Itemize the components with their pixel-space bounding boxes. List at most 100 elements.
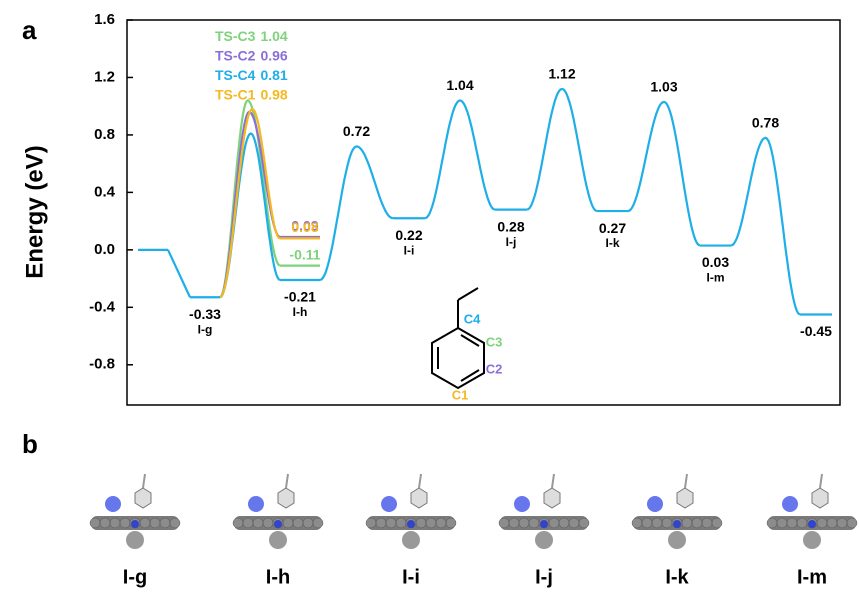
atom: [313, 518, 323, 528]
atom: [263, 518, 273, 528]
adsorbate-chain: [419, 474, 421, 488]
cluster: [105, 496, 121, 512]
substrate: [535, 531, 553, 549]
atom: [170, 518, 180, 528]
ethyl-bond: [458, 288, 478, 300]
atom: [436, 518, 446, 528]
state-value-label: 0.27: [599, 220, 626, 236]
structure-label: I-k: [665, 566, 689, 588]
atom: [140, 518, 150, 528]
legend-value: 0.81: [260, 67, 287, 83]
atom: [712, 518, 722, 528]
atom: [90, 518, 100, 528]
atom: [376, 518, 386, 528]
y-tick-label: 0.8: [94, 126, 115, 143]
connector: [168, 250, 190, 297]
y-tick-label: 1.2: [94, 68, 115, 85]
y-axis-label: Energy (eV): [21, 145, 48, 278]
cluster: [248, 496, 264, 512]
structure-model: [366, 474, 456, 549]
adsorbate: [135, 488, 151, 508]
metal-atom: [131, 520, 139, 528]
panel-label: b: [22, 429, 38, 459]
legend-name: TS-C3: [215, 28, 256, 44]
atom: [396, 518, 406, 528]
state-name-label: I-k: [605, 236, 619, 250]
atom: [253, 518, 263, 528]
atom: [303, 518, 313, 528]
atom: [499, 518, 509, 528]
atom: [692, 518, 702, 528]
substrate: [402, 531, 420, 549]
structure-model: [233, 474, 323, 549]
ts-curve: [220, 109, 280, 297]
ring-label: C3: [486, 334, 503, 349]
atom: [243, 518, 253, 528]
ring-label: C4: [464, 311, 481, 326]
y-tick-label: 0.0: [94, 241, 115, 258]
atom: [702, 518, 712, 528]
atom: [160, 518, 170, 528]
atom: [366, 518, 376, 528]
atom: [293, 518, 303, 528]
state-value-label: -0.21: [284, 289, 316, 305]
substrate: [803, 531, 821, 549]
legend-name: TS-C1: [215, 86, 256, 102]
barrier-curve: [628, 102, 700, 246]
metal-atom: [274, 520, 282, 528]
state-value-label: 0.22: [395, 227, 422, 243]
structure-model: [632, 474, 722, 549]
atom: [110, 518, 120, 528]
substrate: [126, 531, 144, 549]
structure-label: I-i: [402, 566, 420, 588]
atom: [817, 518, 827, 528]
state-name-label: I-h: [293, 305, 308, 319]
substrate: [269, 531, 287, 549]
adsorbate: [544, 488, 560, 508]
atom: [777, 518, 787, 528]
adsorbate-chain: [820, 474, 822, 488]
state-name-label: I-g: [198, 322, 213, 336]
cluster: [782, 496, 798, 512]
atom: [386, 518, 396, 528]
atom: [682, 518, 692, 528]
adsorbate: [278, 488, 294, 508]
state-value-label: 0.28: [497, 218, 524, 234]
structure-model: [767, 474, 857, 549]
y-tick-label: -0.4: [89, 298, 116, 315]
atom: [569, 518, 579, 528]
structure-label: I-h: [266, 566, 290, 588]
barrier-label: 1.04: [446, 77, 473, 93]
atom: [827, 518, 837, 528]
state-name-label: I-j: [506, 235, 517, 249]
adsorbate-chain: [552, 474, 554, 488]
barrier-curve: [320, 146, 393, 280]
atom: [446, 518, 456, 528]
substrate: [668, 531, 686, 549]
atom: [416, 518, 426, 528]
atom: [642, 518, 652, 528]
cluster: [647, 496, 663, 512]
state-value-label: -0.45: [800, 323, 832, 339]
barrier-label: 1.12: [548, 66, 575, 82]
ring-label: C2: [486, 361, 503, 376]
atom: [549, 518, 559, 528]
atom: [797, 518, 807, 528]
atom: [559, 518, 569, 528]
atom: [837, 518, 847, 528]
metal-atom: [808, 520, 816, 528]
legend-entry: TS-C10.98: [215, 86, 288, 102]
atom: [283, 518, 293, 528]
atom: [426, 518, 436, 528]
structure-model: [499, 474, 589, 549]
structure-label: I-g: [123, 566, 147, 588]
legend-name: TS-C4: [215, 67, 256, 83]
atom: [579, 518, 589, 528]
atom: [652, 518, 662, 528]
atom: [150, 518, 160, 528]
double-bond: [461, 370, 479, 381]
barrier-label: 1.03: [650, 79, 677, 95]
legend-name: TS-C2: [215, 47, 256, 63]
atom: [662, 518, 672, 528]
